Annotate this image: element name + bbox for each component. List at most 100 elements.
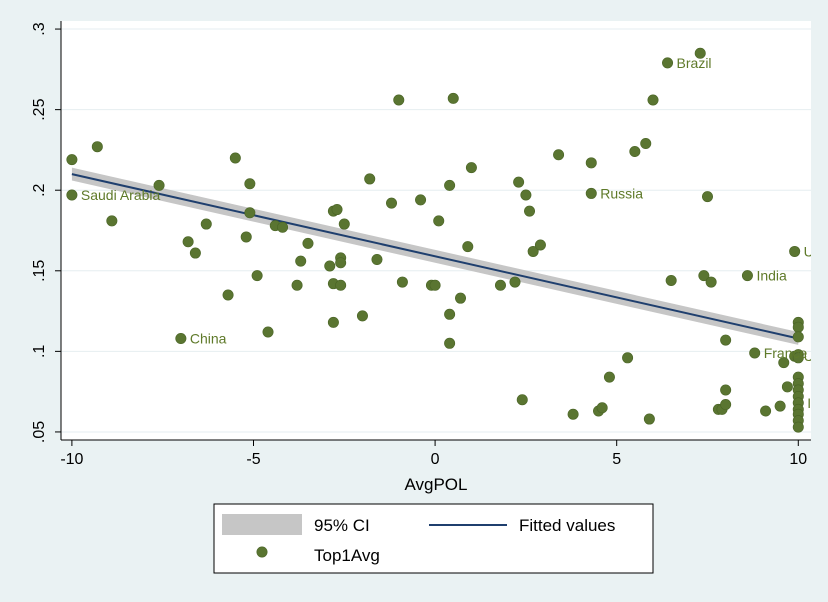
x-tick-label-3: 5 [612, 451, 621, 468]
scatter-point-84 [789, 245, 801, 257]
point-label-united-kingdom: United Kingdom [804, 348, 828, 364]
gridlines [61, 28, 811, 433]
scatter-point-53 [527, 245, 539, 257]
scatter-point-88 [792, 331, 804, 343]
scatter-point-7 [189, 247, 201, 259]
scatter-point-8 [200, 218, 212, 230]
y-tick-label-5: .3 [31, 22, 48, 35]
legend-swatch-band [222, 514, 302, 535]
scatter-point-81 [774, 400, 786, 412]
scatter-point-32 [371, 254, 383, 266]
scatter-point-39 [433, 215, 445, 227]
point-label-china: China [190, 330, 227, 346]
y-tick-label-1: .1 [31, 345, 48, 358]
scatter-point-40 [444, 179, 456, 191]
scatter-point-64 [640, 137, 652, 149]
scatter-point-21 [324, 260, 336, 272]
scatter-point-42 [444, 337, 456, 349]
point-label-india: India [756, 268, 787, 284]
scatter-point-80 [760, 405, 772, 417]
scatter-point-78 [741, 270, 753, 282]
scatter-point-29 [338, 218, 350, 230]
scatter-point-6 [182, 236, 194, 248]
axes: -10 -5 0 5 10 .05 .1 .15 .2 .25 .3 AvgPOL [31, 21, 811, 494]
scatter-point-75 [720, 334, 732, 346]
scatter-point-83 [781, 381, 793, 393]
scatter-point-10 [229, 152, 241, 164]
scatter-point-70 [698, 270, 710, 282]
x-tick-label-1: -5 [246, 451, 260, 468]
scatter-point-67 [662, 57, 674, 69]
scatter-point-50 [516, 394, 528, 406]
y-tick-label-0: .05 [31, 421, 48, 443]
scatter-point-49 [513, 176, 525, 188]
scatter-point-36 [415, 194, 427, 206]
scatter-point-15 [262, 326, 274, 338]
point-label-usa: USA [804, 243, 828, 259]
scatter-point-33 [386, 197, 398, 209]
scatter-point-66 [647, 94, 659, 106]
scatter-point-43 [447, 92, 459, 104]
scatter-point-71 [701, 191, 713, 203]
scatter-point-46 [465, 162, 477, 174]
scatter-point-2 [91, 141, 103, 153]
scatter-point-34 [393, 94, 405, 106]
scatter-point-3 [106, 215, 118, 227]
scatter-point-35 [396, 276, 408, 288]
scatter-point-61 [603, 371, 615, 383]
scatter-point-99 [792, 421, 804, 433]
y-tick-label-4: .25 [31, 98, 48, 120]
legend-label-fitted: Fitted values [519, 516, 615, 535]
scatter-point-79 [749, 347, 761, 359]
scatter-point-44 [455, 292, 467, 304]
scatter-point-56 [567, 408, 579, 420]
scatter-point-17 [277, 221, 289, 233]
scatter-point-20 [302, 237, 314, 249]
plot-area [61, 21, 811, 440]
scatter-point-30 [356, 310, 368, 322]
x-tick-label-4: 10 [789, 451, 807, 468]
point-label-france: France [764, 345, 808, 361]
scatter-point-13 [244, 207, 256, 219]
scatter-point-9 [222, 289, 234, 301]
y-tick-label-3: .2 [31, 183, 48, 196]
point-label-saudi-arabia: Saudi Arabia [81, 187, 161, 203]
point-label-brazil: Brazil [677, 55, 712, 71]
point-label-russia: Russia [600, 185, 643, 201]
point-labels-layer: Brazil Saudi Arabia Russia USA India China Fra… [81, 55, 828, 411]
scatter-point-55 [553, 149, 565, 161]
points-layer [66, 47, 804, 433]
scatter-point-25 [331, 204, 343, 216]
scatter-point-31 [364, 173, 376, 185]
scatter-point-68 [665, 274, 677, 286]
legend-label-ci: 95% CI [314, 516, 370, 535]
scatter-point-77 [720, 399, 732, 411]
scatter-point-41 [444, 308, 456, 320]
scatter-point-54 [534, 239, 546, 251]
scatter-point-65 [643, 413, 655, 425]
legend: 95% CI Fitted values Top1Avg [213, 503, 654, 574]
scatter-point-63 [629, 146, 641, 158]
scatter-point-11 [240, 231, 252, 243]
legend-label-top1avg: Top1Avg [314, 546, 380, 565]
scatter-point-82 [778, 357, 790, 369]
scatter-point-24 [327, 316, 339, 328]
x-tick-label-0: -10 [60, 451, 83, 468]
scatter-point-58 [585, 157, 597, 169]
scatter-point-51 [520, 189, 532, 201]
scatter-point-28 [335, 279, 347, 291]
x-tick-label-2: 0 [431, 451, 440, 468]
scatter-point-1 [66, 189, 78, 201]
scatter-point-76 [720, 384, 732, 396]
scatter-point-87 [792, 321, 804, 333]
scatter-point-47 [494, 279, 506, 291]
scatter-point-72 [705, 276, 717, 288]
scatter-point-90 [792, 352, 804, 364]
scatter-point-14 [251, 270, 263, 282]
scatter-point-57 [585, 187, 597, 199]
fit-line-layer [71, 173, 799, 340]
scatter-point-18 [291, 279, 303, 291]
x-axis-title: AvgPOL [404, 475, 467, 494]
scatter-point-5 [175, 332, 187, 344]
